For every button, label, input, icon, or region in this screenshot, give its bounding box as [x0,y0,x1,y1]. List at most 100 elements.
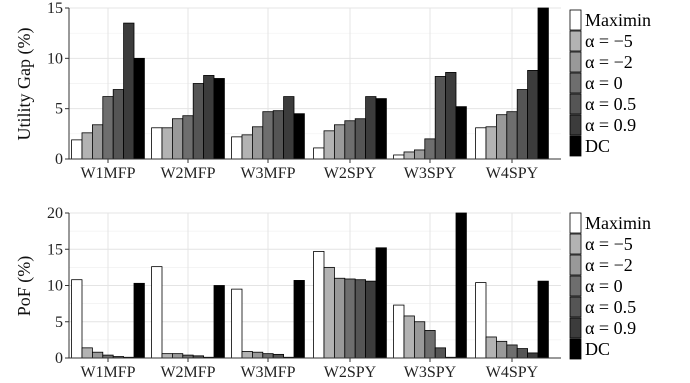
bar-w4spy-series-4 [516,89,529,160]
legend-swatch [569,93,582,115]
bar-w3spy-series-1 [403,315,415,359]
utility-gap-chart: 0 5 10 15 W1MFP W2MFP W3MFP W2SPY W3SPY W4SPY Util… [14,0,651,182]
pof-chart: 0 5 10 15 20 W1MFP W2MFP W3MFP W2SPY W3SPY W4SPY Po… [14,205,651,381]
legend-label: α = −2 [585,255,633,275]
legend-label: Maximin [585,213,651,233]
bar-w1mfp-series-5 [123,22,135,160]
bar-w3spy-series-0 [393,304,405,359]
x-tick-label: W2SPY [324,165,377,182]
legend-swatch [569,338,582,360]
bar-w4spy-series-0 [475,282,487,359]
bar-w1mfp-series-6 [133,57,145,160]
bar-w3mfp-series-5 [283,96,295,160]
bar-w2spy-series-6 [375,98,387,160]
x-tick-label: W4SPY [486,364,539,381]
legend-swatch [569,254,582,276]
bar-w2spy-series-0 [313,251,325,359]
legend-label: α = 0.9 [585,115,636,135]
legend-swatch [569,30,582,52]
legend-swatch [569,233,582,255]
bar-w2mfp-series-6 [213,78,225,160]
bar-w3mfp-series-0 [231,136,243,160]
legend-swatch [569,51,582,73]
bar-w4spy-series-1 [485,126,497,160]
bar-w3mfp-series-0 [231,288,243,359]
bar-w3mfp-series-2 [251,351,264,359]
x-tick-label: W3SPY [404,364,457,381]
bar-w3spy-series-6 [455,212,467,359]
legend-label: DC [585,339,610,359]
legend-label: α = 0 [585,276,623,296]
bar-w2mfp-series-1 [161,127,173,160]
legend-label: α = −2 [585,52,633,72]
bar-w4spy-series-0 [475,127,487,160]
y-tick-label: 15 [47,0,63,17]
bar-w1mfp-series-2 [92,124,104,160]
y-tick-label: 10 [47,50,63,67]
bar-w4spy-series-2 [495,114,508,160]
bar-w1mfp-series-0 [71,279,83,359]
legend-swatch [569,212,582,234]
bar-w3spy-series-2 [413,149,426,160]
bar-w3spy-series-0 [393,154,405,160]
bar-w3spy-series-3 [424,330,436,359]
bar-w3mfp-series-3 [262,353,274,359]
legend-label: α = 0 [585,73,623,93]
legend-label: α = 0.5 [585,297,636,317]
legend-swatch [569,9,582,31]
bar-w3spy-series-5 [445,72,457,160]
bar-w3mfp-series-1 [241,134,253,160]
bar-w2mfp-series-0 [151,127,163,160]
legend-swatch [569,275,582,297]
bar-w2spy-series-1 [323,266,335,359]
bar-w2mfp-series-1 [161,353,173,359]
bar-w3spy-series-4 [434,347,447,359]
legend-label: α = −5 [585,234,633,254]
bar-w2spy-series-1 [323,130,335,160]
x-tick-label: W3MFP [240,165,295,182]
bar-w3spy-series-2 [413,321,426,359]
bar-w3mfp-series-4 [272,353,285,359]
bar-w2spy-series-6 [375,247,387,359]
bar-w2spy-series-4 [354,118,367,160]
bar-w4spy-series-2 [495,340,508,359]
x-tick-label: W2SPY [324,364,377,381]
bar-w2mfp-series-2 [171,118,184,160]
legend-label: α = 0.5 [585,94,636,114]
y-tick-label: 5 [55,314,63,331]
x-tick-label: W4SPY [486,165,539,182]
bar-w2spy-series-3 [344,120,356,160]
bar-w2mfp-series-2 [171,353,184,359]
bar-w1mfp-series-1 [81,132,93,160]
bar-w1mfp-series-1 [81,347,93,359]
bar-w4spy-series-3 [506,111,518,160]
x-tick-label: W2MFP [160,364,215,381]
bar-w2mfp-series-6 [213,285,225,359]
bar-w1mfp-series-2 [92,351,104,359]
bar-w3spy-series-4 [434,76,447,160]
bar-w2spy-series-2 [333,277,346,359]
bar-w2spy-series-3 [344,278,356,359]
legend-swatch [569,72,582,94]
x-tick-label: W3SPY [404,165,457,182]
bar-w3spy-series-6 [455,106,467,160]
bar-w2spy-series-2 [333,124,346,160]
bar-w1mfp-series-0 [71,139,83,160]
y-tick-label: 0 [55,151,63,168]
legend-label: α = −5 [585,31,633,51]
bar-w1mfp-series-3 [102,96,114,160]
bar-w2spy-series-5 [365,96,377,160]
y-tick-label: 10 [47,278,63,295]
bar-w4spy-series-6 [537,7,549,160]
x-tick-label: W1MFP [80,364,135,381]
bar-w2spy-series-4 [354,279,367,359]
bar-w3spy-series-1 [403,151,415,160]
bar-w3mfp-series-1 [241,351,253,359]
y-axis-label: Utility Gap (%) [14,28,35,141]
legend-label: α = 0.9 [585,318,636,338]
x-tick-label: W1MFP [80,165,135,182]
bar-w2spy-series-0 [313,147,325,160]
bar-w1mfp-series-4 [112,89,124,160]
